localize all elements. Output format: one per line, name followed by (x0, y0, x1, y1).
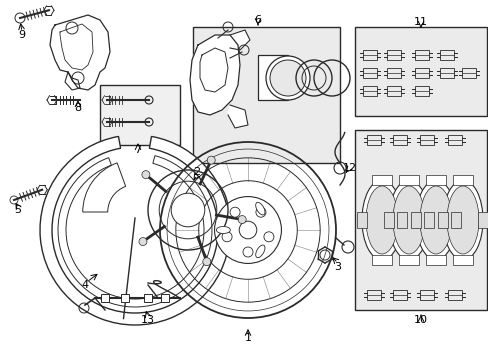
Circle shape (142, 171, 149, 179)
Bar (423, 212, 433, 228)
Text: 8: 8 (74, 103, 81, 113)
Bar (161, 294, 169, 302)
Ellipse shape (361, 180, 401, 260)
Bar (477, 212, 487, 228)
Bar (396, 212, 406, 228)
Circle shape (171, 193, 204, 227)
Circle shape (239, 221, 256, 239)
Text: 11: 11 (413, 17, 427, 27)
Bar (371, 175, 391, 185)
Bar (366, 135, 380, 145)
Bar (439, 68, 453, 78)
Bar (392, 290, 406, 300)
Text: 10: 10 (413, 315, 427, 325)
Bar (439, 50, 453, 60)
Bar (414, 86, 428, 96)
Circle shape (255, 207, 265, 217)
Circle shape (207, 156, 215, 164)
Circle shape (238, 216, 245, 224)
Bar (419, 135, 433, 145)
Ellipse shape (392, 186, 424, 254)
Bar (258, 55, 287, 100)
Circle shape (264, 232, 273, 242)
Ellipse shape (415, 180, 455, 260)
Bar (414, 68, 428, 78)
Bar (386, 86, 400, 96)
Bar (354, 130, 486, 310)
Bar (383, 212, 393, 228)
Ellipse shape (388, 180, 428, 260)
Bar (414, 50, 428, 60)
Bar (362, 86, 376, 96)
Bar (425, 175, 445, 185)
Text: 5: 5 (15, 205, 21, 215)
Bar (452, 255, 472, 265)
Bar (398, 255, 418, 265)
Circle shape (139, 238, 147, 246)
Circle shape (214, 197, 281, 264)
Bar (101, 294, 109, 302)
Circle shape (203, 258, 210, 266)
Circle shape (222, 232, 232, 242)
Circle shape (243, 247, 252, 257)
Bar (452, 175, 472, 185)
Bar (437, 212, 447, 228)
Circle shape (229, 207, 240, 217)
Bar (371, 255, 391, 265)
Polygon shape (229, 30, 249, 50)
Polygon shape (227, 105, 247, 128)
Ellipse shape (216, 226, 230, 234)
Bar (392, 135, 406, 145)
Polygon shape (50, 15, 110, 90)
Bar (410, 212, 420, 228)
Bar (419, 290, 433, 300)
Text: 7: 7 (134, 145, 141, 155)
Bar (461, 68, 475, 78)
Text: 6: 6 (254, 15, 261, 25)
Bar (193, 27, 339, 163)
Ellipse shape (255, 202, 264, 215)
Text: 9: 9 (19, 30, 25, 40)
Ellipse shape (365, 186, 397, 254)
Wedge shape (40, 136, 229, 325)
Wedge shape (58, 156, 212, 307)
Bar (425, 255, 445, 265)
Text: 2: 2 (193, 167, 200, 177)
Bar (447, 135, 461, 145)
Bar (398, 175, 418, 185)
Ellipse shape (255, 245, 264, 258)
Bar (100, 85, 180, 145)
Ellipse shape (442, 180, 482, 260)
Text: 12: 12 (342, 163, 356, 173)
Bar (362, 50, 376, 60)
Text: 3: 3 (334, 262, 341, 272)
Bar (386, 68, 400, 78)
Text: 4: 4 (81, 280, 88, 290)
Text: 1: 1 (244, 333, 251, 343)
Bar (386, 50, 400, 60)
Bar (354, 27, 486, 116)
Bar (366, 290, 380, 300)
Bar (447, 290, 461, 300)
Text: 13: 13 (141, 315, 155, 325)
Bar (362, 68, 376, 78)
Bar (121, 294, 129, 302)
Wedge shape (82, 163, 125, 212)
Circle shape (269, 60, 305, 96)
Circle shape (265, 56, 309, 100)
Polygon shape (190, 35, 240, 115)
Bar (356, 212, 366, 228)
Bar (143, 294, 152, 302)
Ellipse shape (446, 186, 478, 254)
Ellipse shape (419, 186, 451, 254)
Bar (450, 212, 460, 228)
